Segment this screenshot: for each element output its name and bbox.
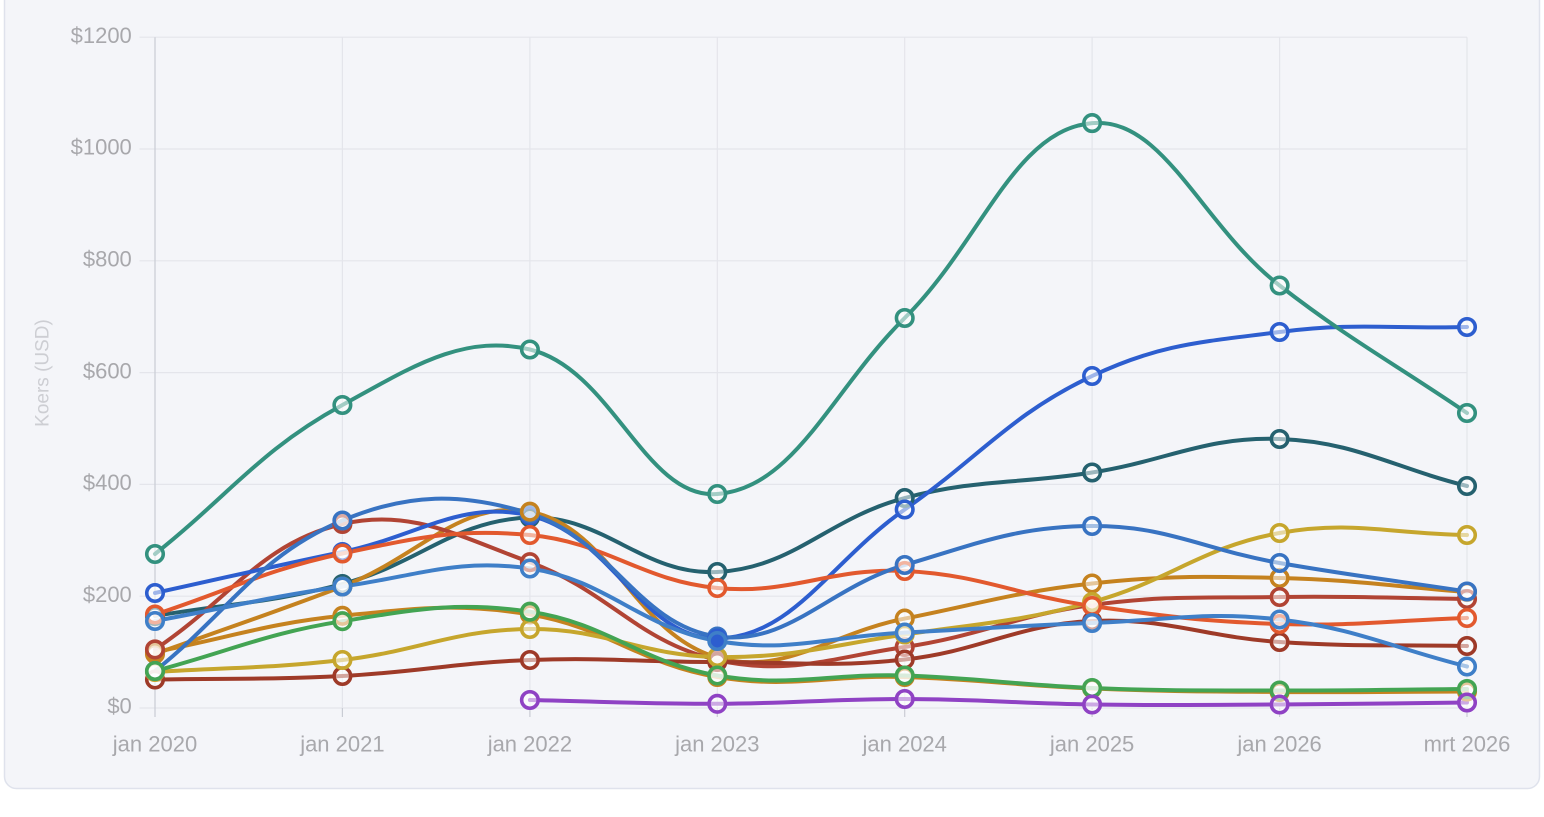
svg-text:jan 2023: jan 2023: [674, 732, 759, 757]
svg-text:$200: $200: [83, 582, 132, 607]
svg-text:$1200: $1200: [71, 23, 132, 48]
svg-text:jan 2021: jan 2021: [299, 732, 384, 757]
svg-text:$600: $600: [83, 358, 132, 383]
svg-text:jan 2020: jan 2020: [112, 732, 197, 757]
svg-text:$400: $400: [83, 470, 132, 495]
svg-text:jan 2024: jan 2024: [861, 732, 946, 757]
svg-text:jan 2025: jan 2025: [1049, 732, 1134, 757]
svg-text:mrt 2026: mrt 2026: [1424, 732, 1511, 757]
svg-text:$800: $800: [83, 247, 132, 272]
svg-text:$0: $0: [107, 694, 131, 719]
svg-text:Koers (USD): Koers (USD): [33, 319, 54, 427]
svg-text:jan 2026: jan 2026: [1236, 732, 1321, 757]
svg-text:$1000: $1000: [71, 135, 132, 160]
svg-text:jan 2022: jan 2022: [487, 732, 572, 757]
